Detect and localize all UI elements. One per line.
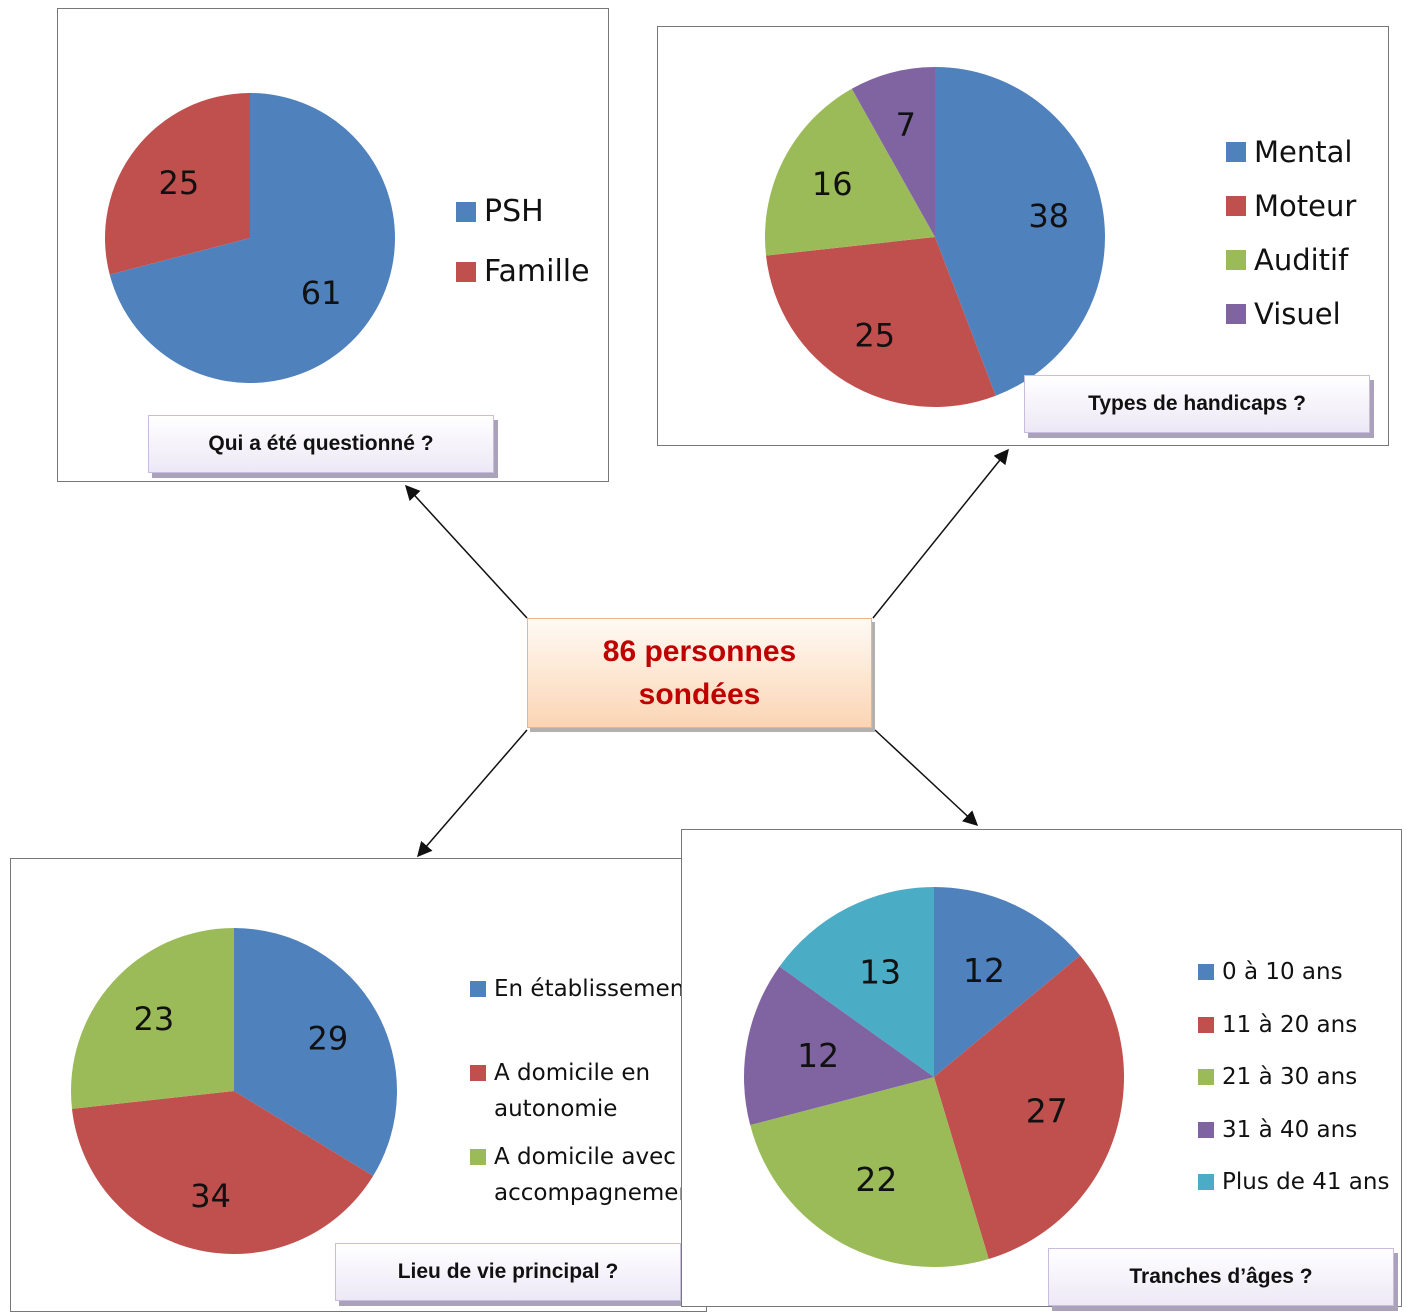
pie-slice-psh [109, 93, 396, 383]
legend-label: Auditif [1254, 243, 1349, 277]
center-summary-box: 86 personnes sondées [527, 618, 872, 728]
data-label-a-domicile-en-autonomie: 34 [190, 1177, 231, 1215]
legend-item-psh: PSH [456, 197, 544, 227]
title-lieu: Lieu de vie principal ? [335, 1243, 681, 1301]
pie-slice-11-a-20-ans [934, 955, 1124, 1259]
legend-label: Moteur [1254, 189, 1357, 223]
legend-item-visuel: Visuel [1226, 299, 1341, 329]
data-label-plus-de-41-ans: 13 [859, 953, 901, 992]
panel-lieu: 29 34 23 En établissement A domicile en aut… [10, 858, 707, 1312]
legend-item-31-a-40-ans: 31 à 40 ans [1198, 1116, 1357, 1144]
title-ages: Tranches d’âges ? [1048, 1248, 1394, 1306]
center-line-2: sondées [638, 678, 761, 711]
legend-item-0-a-10-ans: 0 à 10 ans [1198, 958, 1343, 986]
data-label-31-a-40-ans: 12 [797, 1036, 839, 1075]
legend-label: 31 à 40 ans [1222, 1116, 1358, 1143]
data-label-auditif: 16 [812, 165, 853, 203]
data-label-famille: 25 [158, 164, 199, 202]
legend-label: 21 à 30 ans [1222, 1064, 1358, 1090]
legend-swatch [1198, 1174, 1214, 1190]
legend-item-plus-de-41-ans: Plus de 41 ans [1198, 1168, 1389, 1196]
legend-label: PSH [484, 194, 544, 229]
legend-label: Mental [1254, 135, 1353, 169]
pie-questioned: 61 25 [104, 93, 396, 383]
arrow-to-lieu [417, 729, 528, 858]
panel-ages: 12 27 22 12 13 0 à 10 ans 11 à 20 ans 21 à 30 … [681, 829, 1402, 1307]
pie-handicaps: 38 25 16 7 [765, 67, 1105, 407]
panel-handicaps: 38 25 16 7 Mental Moteur Auditif Visuel Types … [657, 26, 1389, 446]
legend-swatch [1226, 304, 1246, 324]
pie-slice-31-a-40-ans [744, 966, 934, 1126]
legend-swatch [470, 981, 486, 997]
arrow-to-questioned [404, 484, 528, 619]
data-label-en-etablissement: 29 [307, 1019, 348, 1057]
legend-label: Visuel [1254, 297, 1341, 331]
arrow-to-ages [874, 729, 979, 827]
legend-item-mental: Mental [1226, 137, 1352, 167]
legend-swatch [1226, 196, 1246, 216]
legend-item-11-a-20-ans: 11 à 20 ans [1198, 1011, 1357, 1039]
legend-swatch [1198, 1121, 1214, 1138]
legend-swatch [1226, 142, 1246, 162]
title-handicaps: Types de handicaps ? [1024, 375, 1370, 433]
legend-item-21-a-30-ans: 21 à 30 ans [1198, 1063, 1357, 1091]
pie-lieu: 29 34 23 [71, 928, 397, 1254]
pie-ages: 12 27 22 12 13 [744, 887, 1124, 1267]
legend-label: 11 à 20 ans [1222, 1011, 1358, 1038]
legend-label: A domicile en autonomie [494, 1060, 651, 1122]
data-label-21-a-30-ans: 22 [855, 1160, 897, 1199]
pie-slice-moteur [766, 237, 996, 407]
legend-item-auditif: Auditif [1226, 245, 1348, 275]
data-label-psh: 61 [301, 274, 342, 312]
pie-slice-21-a-30-ans [750, 1077, 989, 1267]
arrow-to-handicaps [872, 448, 1009, 619]
legend-item-en-etablissement: En établissement [470, 971, 704, 1007]
legend-label: Famille [484, 254, 590, 289]
pie-slice-plus-de-41-ans [779, 887, 934, 1077]
pie-slice-a-domicile-avec-accompagnement [71, 928, 234, 1109]
legend-swatch [456, 262, 476, 282]
panel-questioned: 61 25 PSH Famille Qui a été questionné ? [57, 8, 609, 482]
legend-swatch [1198, 1069, 1214, 1085]
legend-swatch [470, 1065, 486, 1081]
pie-slice-famille [104, 93, 250, 275]
legend-label: A domicile avec accompagnement [494, 1144, 703, 1206]
pie-slice-auditif [765, 88, 935, 256]
legend-swatch [1226, 250, 1246, 270]
data-label-11-a-20-ans: 27 [1026, 1091, 1068, 1130]
legend-swatch [1198, 1016, 1214, 1033]
pie-slice-0-a-10-ans [934, 887, 1081, 1077]
data-label-0-a-10-ans: 12 [963, 951, 1005, 990]
pie-slice-mental [935, 67, 1105, 396]
legend-swatch [470, 1149, 486, 1165]
pie-slice-visuel [851, 67, 935, 237]
legend-label: En établissement [494, 976, 694, 1002]
legend-item-a-domicile-avec-accompagnement: A domicile avec accompagnement [470, 1139, 703, 1211]
legend-item-famille: Famille [456, 257, 590, 287]
pie-slice-en-etablissement [234, 928, 397, 1176]
data-label-visuel: 7 [896, 106, 916, 144]
legend-label: Plus de 41 ans [1222, 1169, 1390, 1195]
legend-item-moteur: Moteur [1226, 191, 1356, 221]
legend-label: 0 à 10 ans [1222, 959, 1343, 985]
center-line-1: 86 personnes [602, 634, 797, 668]
legend-item-a-domicile-en-autonomie: A domicile en autonomie [470, 1055, 699, 1127]
data-label-a-domicile-avec-accompagnement: 23 [134, 1000, 175, 1038]
data-label-mental: 38 [1028, 197, 1069, 235]
title-questioned: Qui a été questionné ? [148, 415, 494, 473]
legend-swatch [1198, 964, 1214, 980]
legend-swatch [456, 202, 476, 222]
data-label-moteur: 25 [854, 317, 895, 355]
pie-slice-a-domicile-en-autonomie [71, 1091, 374, 1254]
